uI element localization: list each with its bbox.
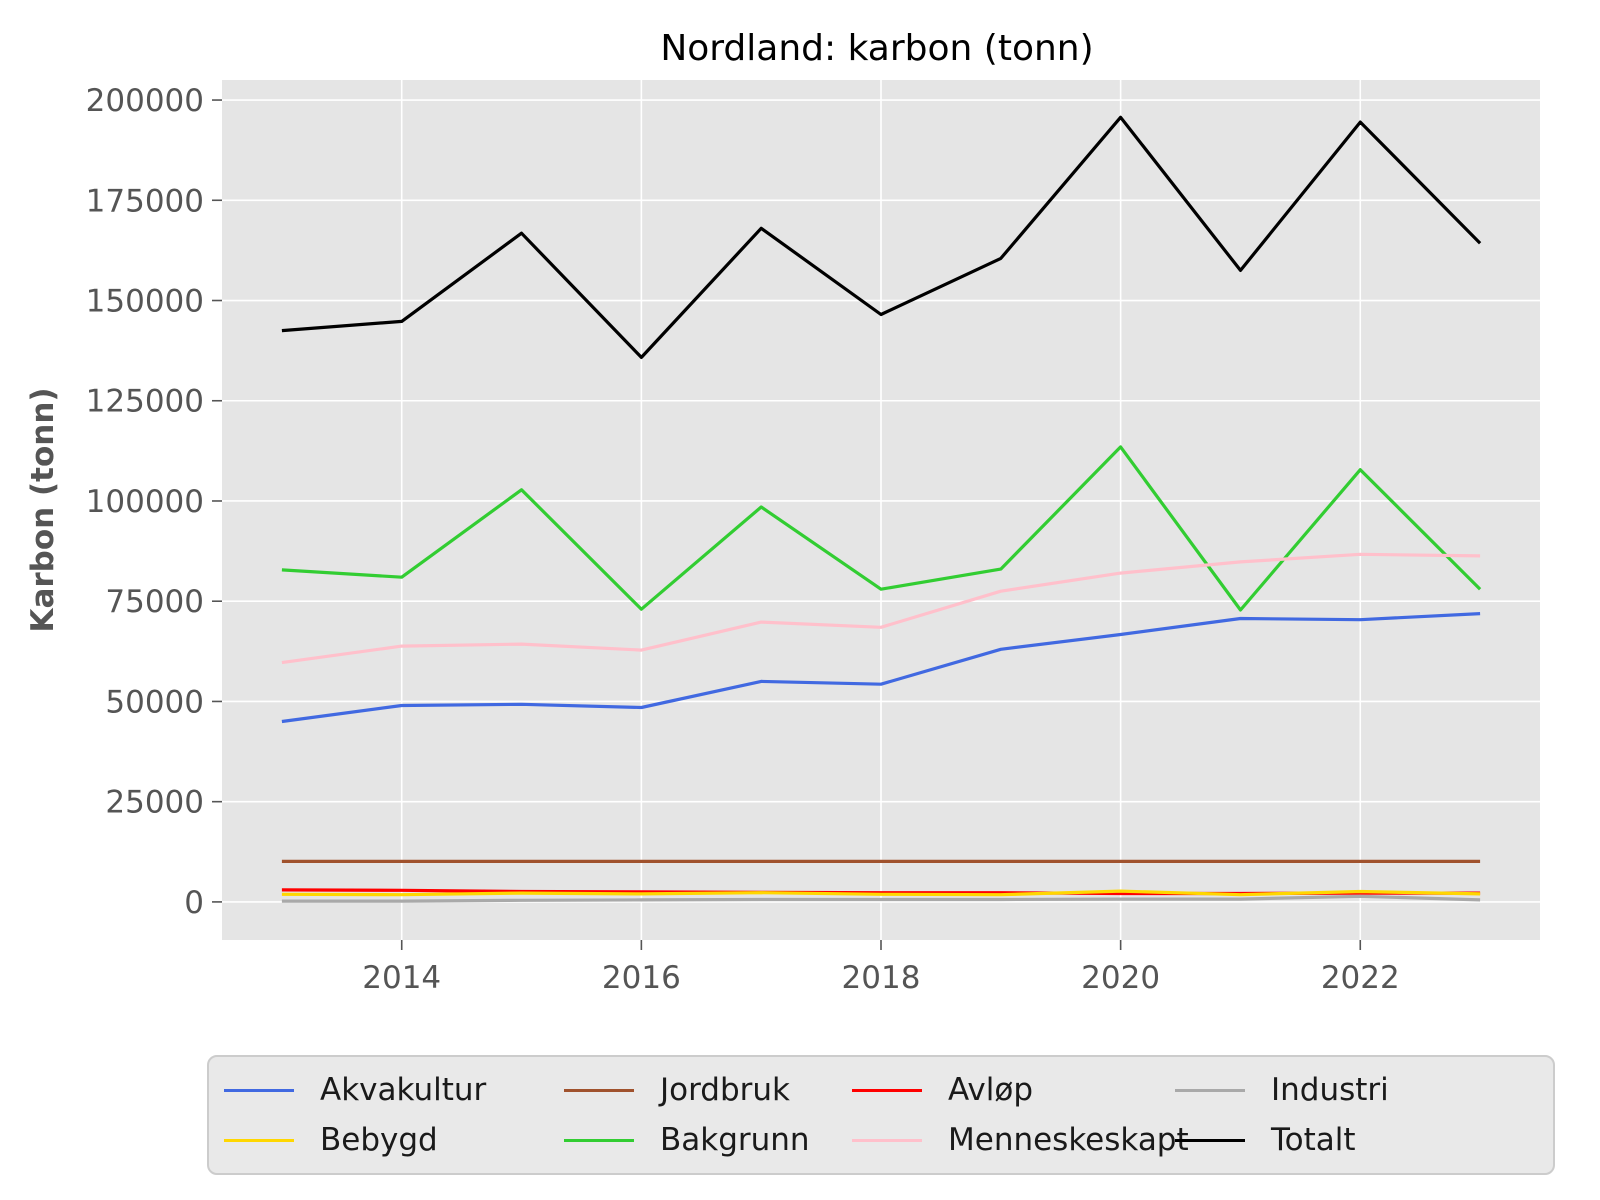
legend-item-akvakultur: Akvakultur	[224, 1072, 486, 1108]
y-tick-label: 100000	[86, 484, 204, 520]
legend-item-menneskeskapt: Menneskeskapt	[852, 1122, 1189, 1158]
legend-swatch	[224, 1138, 294, 1142]
legend-label: Bebygd	[320, 1122, 438, 1158]
chart-title: Nordland: karbon (tonn)	[660, 28, 1093, 69]
legend-swatch	[564, 1088, 634, 1092]
legend-swatch	[852, 1138, 922, 1142]
y-tick-label: 50000	[105, 684, 204, 720]
legend-swatch	[224, 1088, 294, 1092]
legend-swatch	[852, 1088, 922, 1092]
x-tick-label: 2018	[842, 960, 921, 996]
legend-item-bakgrunn: Bakgrunn	[564, 1122, 810, 1158]
y-tick-label: 175000	[86, 183, 204, 219]
series-line-bakgrunn	[281, 445, 1482, 612]
legend-label: Jordbruk	[660, 1072, 791, 1108]
series-line-akvakultur	[281, 612, 1481, 724]
y-tick-label: 125000	[86, 384, 204, 420]
legend-label: Bakgrunn	[660, 1122, 810, 1158]
legend-item-industri: Industri	[1175, 1072, 1389, 1108]
y-tick-label: 25000	[105, 785, 204, 821]
series-line-bebygd	[281, 889, 1481, 897]
legend-item-jordbruk: Jordbruk	[564, 1072, 790, 1108]
series-line-menneskeskapt	[281, 552, 1481, 665]
x-tick-label: 2022	[1321, 960, 1400, 996]
x-tick-label: 2016	[602, 960, 681, 996]
legend-swatch	[1175, 1088, 1245, 1092]
legend-label: Totalt	[1271, 1122, 1356, 1158]
grid-lines	[222, 80, 1540, 940]
y-tick-label: 75000	[105, 584, 204, 620]
y-axis-ticks: 0 25000 50000 75000 100000 125000 150000 175000…	[86, 83, 222, 921]
legend-label: Akvakultur	[320, 1072, 487, 1108]
series-lines	[281, 115, 1482, 903]
series-line-totalt	[281, 115, 1482, 359]
x-tick-label: 2014	[362, 960, 441, 996]
y-tick-label: 150000	[86, 284, 204, 320]
series-line-industri	[281, 894, 1481, 903]
y-axis-label: Karbon (tonn)	[25, 387, 61, 632]
legend-item-avløp: Avløp	[852, 1072, 1033, 1108]
legend: Akvakultur Jordbruk Avløp Industri Bebygd Bak…	[207, 1055, 1555, 1175]
y-tick-label: 200000	[86, 83, 204, 119]
y-tick-label: 0	[184, 885, 204, 921]
legend-item-bebygd: Bebygd	[224, 1122, 438, 1158]
legend-item-totalt: Totalt	[1175, 1122, 1356, 1158]
legend-label: Industri	[1271, 1072, 1389, 1108]
x-axis-ticks: 2014 2016 2018 2020 2022	[362, 940, 1400, 996]
legend-swatch	[1175, 1138, 1245, 1142]
legend-label: Avløp	[948, 1072, 1033, 1108]
x-tick-label: 2020	[1081, 960, 1160, 996]
legend-label: Menneskeskapt	[948, 1122, 1189, 1158]
legend-swatch	[564, 1138, 634, 1142]
